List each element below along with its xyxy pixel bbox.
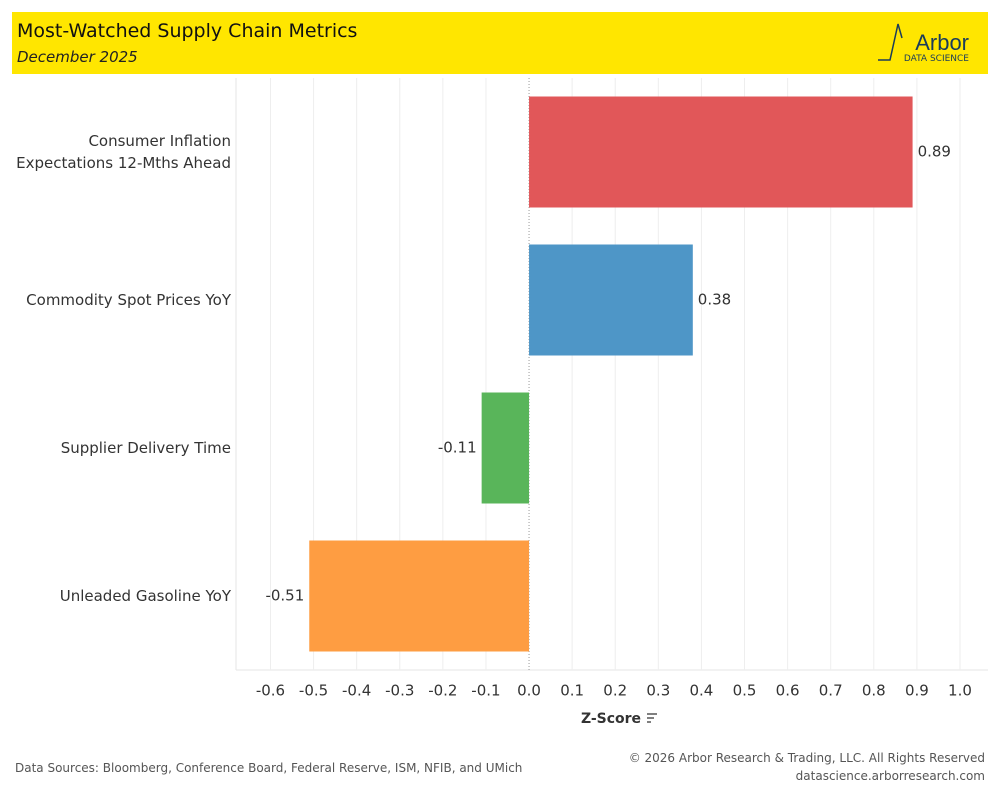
chart: Z-Score -0.6 -0.5 -0.4 -0.3 -0.2 -0.1 0.0 0.1 0.… [235, 78, 988, 727]
header: Most-Watched Supply Chain Metrics Decemb… [12, 12, 988, 74]
x-tick-label: 0.6 [776, 682, 800, 700]
category-label: Supplier Delivery Time [60, 439, 231, 457]
x-tick-label: 0.0 [517, 682, 541, 700]
title: Most-Watched Supply Chain Metrics [17, 20, 358, 42]
logo: Arbor [915, 30, 969, 55]
subtitle: December 2025 [17, 48, 138, 66]
sources: Data Sources: Bloomberg, Conference Boar… [15, 761, 523, 775]
category-label: Consumer Inflation Expectations 12-Mths … [16, 132, 231, 172]
x-tick-label: -0.4 [342, 682, 371, 700]
copyright: © 2026 Arbor Research & Trading, LLC. Al… [628, 751, 985, 765]
x-tick-label: 0.7 [819, 682, 843, 700]
bar [309, 540, 530, 652]
url: datascience.arborresearch.com [795, 769, 985, 783]
logo-subtitle: DATA SCIENCE [903, 54, 969, 64]
sort-icon [647, 713, 657, 723]
value-label: -0.11 [438, 439, 477, 457]
category-label: Commodity Spot Prices YoY [26, 291, 231, 309]
x-tick-label: 0.2 [603, 682, 627, 700]
x-tick-label: 1.0 [948, 682, 972, 700]
x-tick-label: -0.3 [385, 682, 414, 700]
x-tick-label: 0.8 [862, 682, 886, 700]
x-tick-label: -0.6 [256, 682, 285, 700]
bar [481, 392, 530, 504]
value-label: -0.51 [265, 587, 304, 605]
bar [529, 96, 913, 208]
category-label: Unleaded Gasoline YoY [59, 587, 231, 605]
x-axis-label: Z-Score [581, 711, 641, 727]
x-tick-label: -0.1 [471, 682, 500, 700]
x-tick-label: 0.5 [733, 682, 757, 700]
x-tick-label: -0.2 [428, 682, 457, 700]
value-label: 0.89 [918, 143, 951, 161]
bar [529, 244, 693, 356]
x-tick-label: 0.9 [905, 682, 929, 700]
value-label: 0.38 [698, 291, 731, 309]
x-tick-label: 0.4 [689, 682, 713, 700]
logo-mark [878, 23, 903, 61]
x-tick-label: 0.1 [560, 682, 584, 700]
x-tick-label: 0.3 [646, 682, 670, 700]
x-tick-label: -0.5 [299, 682, 328, 700]
